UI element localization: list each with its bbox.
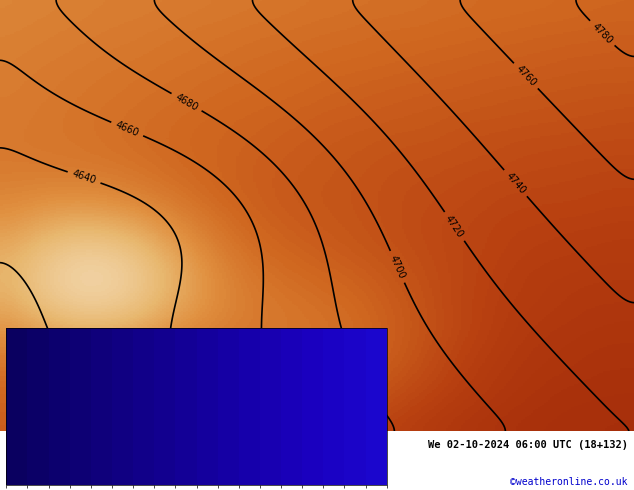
Text: 4640: 4640: [71, 169, 97, 186]
Text: 4760: 4760: [514, 64, 538, 88]
Text: 4700: 4700: [388, 253, 407, 280]
Text: 4620: 4620: [46, 334, 65, 361]
Text: 4720: 4720: [443, 213, 465, 240]
Text: 4660: 4660: [114, 120, 141, 138]
Text: 4780: 4780: [590, 21, 614, 46]
Text: Height/Temp. 1 hPa [gdmp][°C] GFS: Height/Temp. 1 hPa [gdmp][°C] GFS: [6, 440, 212, 450]
Text: 4680: 4680: [174, 92, 200, 113]
Text: 4740: 4740: [503, 171, 527, 196]
Text: ©weatheronline.co.uk: ©weatheronline.co.uk: [510, 477, 628, 487]
Text: We 02-10-2024 06:00 UTC (18+132): We 02-10-2024 06:00 UTC (18+132): [428, 440, 628, 450]
